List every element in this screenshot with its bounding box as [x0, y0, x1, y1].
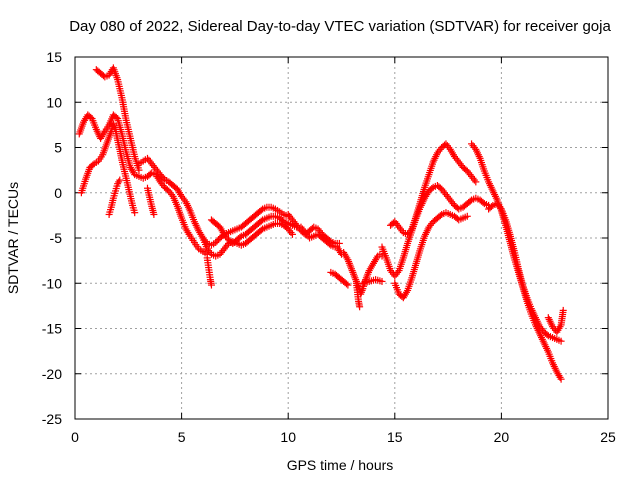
- x-axis-label: GPS time / hours: [287, 457, 394, 473]
- y-tick-label: 0: [54, 185, 62, 201]
- grid-layer: [75, 57, 608, 419]
- y-axis-label: SDTVAR / TECUs: [5, 182, 21, 294]
- data-point: [356, 303, 364, 311]
- data-point: [288, 230, 296, 238]
- data-point: [257, 206, 265, 214]
- x-tick-label: 20: [494, 429, 510, 445]
- data-point: [116, 176, 124, 184]
- y-tick-label: 15: [46, 49, 62, 65]
- data-point: [557, 375, 565, 383]
- y-tick-label: -5: [50, 230, 63, 246]
- x-tick-label: 15: [387, 429, 403, 445]
- data-point: [344, 281, 352, 289]
- data-point: [543, 331, 551, 339]
- chart-title: Day 080 of 2022, Sidereal Day-to-day VTE…: [69, 18, 611, 35]
- data-point: [466, 197, 474, 205]
- data-point: [378, 277, 386, 285]
- y-tick-label: -20: [42, 366, 62, 382]
- y-tick-label: -15: [42, 321, 62, 337]
- data-point: [257, 226, 265, 234]
- data-point: [150, 210, 158, 218]
- data-point: [131, 209, 139, 217]
- data-point: [236, 233, 244, 241]
- data-point: [257, 217, 265, 225]
- x-tick-label: 10: [280, 429, 296, 445]
- tick-layer: 0 5 10 15 20 25 -25 -20 -15 -10 -5 0 5 10 15: [42, 49, 616, 445]
- data-point: [472, 178, 480, 186]
- data-point: [335, 239, 343, 247]
- x-tick-label: 5: [178, 429, 186, 445]
- data-marks: [75, 64, 567, 383]
- x-tick-label: 0: [71, 429, 79, 445]
- data-point: [436, 212, 444, 220]
- data-point: [89, 161, 97, 169]
- data-point: [207, 281, 215, 289]
- x-tick-label: 25: [600, 429, 616, 445]
- data-point: [463, 212, 471, 220]
- data-point: [479, 198, 487, 206]
- data-point: [159, 174, 167, 182]
- data-point: [279, 217, 287, 225]
- y-tick-label: -25: [42, 411, 62, 427]
- data-point: [559, 306, 567, 314]
- data-point: [487, 203, 495, 211]
- data-point: [135, 166, 143, 174]
- data-point: [325, 240, 333, 248]
- data-point: [428, 185, 436, 193]
- y-tick-label: 5: [54, 140, 62, 156]
- data-point: [557, 337, 565, 345]
- data-point: [342, 280, 350, 288]
- y-tick-label: -10: [42, 275, 62, 291]
- y-tick-label: 10: [46, 94, 62, 110]
